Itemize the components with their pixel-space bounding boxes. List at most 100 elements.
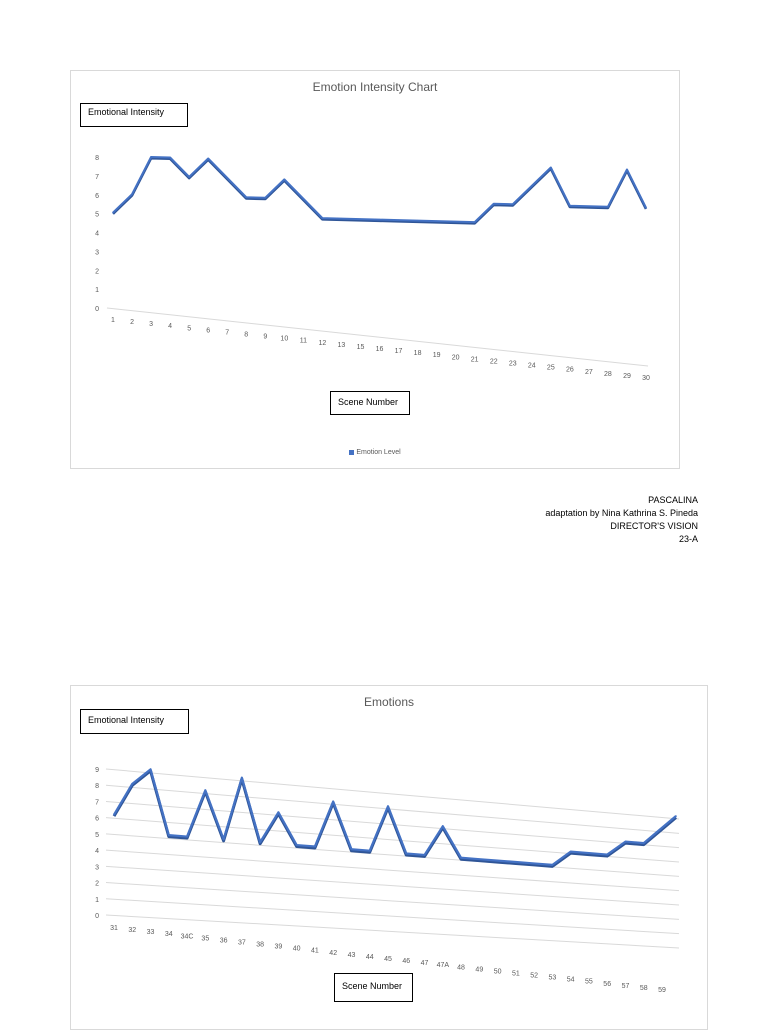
data-point (186, 835, 188, 838)
data-point (405, 852, 408, 855)
data-point (533, 862, 535, 865)
y-tick-label: 2 (95, 268, 99, 275)
x-tick-label: 12 (318, 340, 326, 347)
x-tick-label: 18 (414, 350, 422, 357)
y-tick-label: 0 (95, 913, 99, 920)
y-tick-label: 4 (95, 848, 99, 855)
x-tick-label: 10 (280, 336, 288, 343)
data-point (454, 220, 457, 223)
x-tick-label: 9 (263, 334, 267, 341)
data-point (530, 185, 533, 187)
chart-2-title: Emotions (363, 695, 415, 709)
x-tick-label: 20 (452, 354, 460, 361)
x-tick-label: 39 (275, 944, 283, 951)
x-tick-label: 26 (566, 367, 574, 374)
x-tick-label: 30 (642, 375, 650, 382)
x-tick-label: 25 (547, 365, 555, 372)
legend-label: Emotion Level (356, 449, 401, 456)
data-point (645, 206, 647, 209)
data-point (264, 196, 267, 199)
x-tick-label: 35 (201, 935, 209, 942)
data-point (131, 783, 134, 785)
data-point (511, 203, 514, 206)
data-point (350, 848, 353, 851)
gridline (105, 865, 680, 906)
data-point (207, 157, 209, 160)
y-tick-label: 7 (95, 799, 99, 806)
x-tick-label: 58 (640, 985, 648, 992)
data-point (112, 211, 114, 214)
data-point (149, 768, 152, 771)
chart-1-title: Emotion Intensity Chart (312, 80, 438, 94)
y-tick-label: 2 (95, 881, 99, 888)
x-tick-label: 21 (471, 356, 479, 363)
x-tick-label: 28 (604, 371, 612, 378)
y-tick-label: 4 (95, 231, 99, 238)
x-tick-label: 27 (585, 369, 593, 376)
y-tick-label: 6 (95, 816, 99, 823)
x-tick-label: 15 (357, 344, 365, 351)
credits-subtitle: DIRECTOR'S VISION (610, 521, 698, 531)
data-point (397, 219, 400, 221)
chart-1-x-axis-label: Scene Number (330, 391, 410, 415)
x-tick-label: 19 (433, 352, 441, 359)
series-line (113, 768, 677, 866)
legend-swatch (349, 449, 355, 455)
data-point (340, 217, 343, 220)
data-point (204, 789, 207, 792)
data-point (588, 852, 590, 854)
gridline (105, 898, 680, 935)
emotions-chart: 0 1 2 3 4 5 6 7 8 9 31 32 33 34 34C 35 36 37 38 39 40 41 42 43 4… (70, 685, 708, 1030)
y-tick-label: 3 (95, 864, 99, 871)
data-point (226, 177, 229, 179)
data-point (302, 197, 305, 200)
data-point (642, 842, 645, 844)
data-point (222, 838, 225, 841)
data-point (378, 218, 381, 221)
data-point (168, 834, 170, 836)
data-point (515, 861, 517, 863)
x-tick-label: 24 (528, 363, 536, 370)
data-point (245, 196, 248, 199)
data-point (241, 776, 243, 779)
y-tick-label: 3 (95, 249, 99, 256)
gridline (105, 849, 680, 892)
x-tick-label: 40 (293, 946, 301, 953)
data-point (435, 220, 438, 222)
x-tick-label: 23 (509, 361, 517, 368)
data-point (551, 864, 554, 866)
y-tick-label: 6 (95, 193, 99, 200)
x-tick-label: 34C (181, 933, 194, 940)
gridline (105, 882, 680, 920)
x-tick-label: 50 (494, 968, 502, 975)
credits-adaptation: adaptation by Nina Kathrina S. Pineda (545, 508, 698, 518)
series-line-shadow (112, 156, 648, 225)
gridline (105, 833, 680, 877)
data-point (569, 204, 571, 207)
data-point (332, 800, 335, 803)
emotion-intensity-chart: 0 1 2 3 4 5 6 7 8 1 2 3 4 5 6 7 8 9 10 11 12 13 15 16 17 18 19 20 21… (70, 70, 680, 469)
data-point (442, 825, 444, 827)
x-tick-label: 43 (348, 952, 356, 959)
y-tick-label: 9 (95, 767, 99, 774)
y-tick-label: 5 (95, 832, 99, 839)
y-tick-label: 8 (95, 783, 99, 790)
data-point (314, 845, 316, 848)
x-tick-label: 36 (220, 937, 228, 944)
x-tick-label: 5 (187, 325, 191, 332)
series-line (112, 156, 647, 224)
x-tick-label: 59 (658, 987, 666, 994)
x-tick-label: 22 (490, 358, 498, 365)
x-tick-label: 47A (437, 962, 450, 969)
y-tick-label: 8 (95, 155, 99, 162)
chart-2-x-axis-label: Scene Number (334, 973, 413, 1002)
credits-section: 23-A (678, 534, 698, 544)
credits-title: PASCALINA (648, 495, 698, 505)
x-tick-label: 33 (147, 929, 155, 936)
data-point (387, 805, 389, 808)
x-tick-label: 29 (623, 373, 631, 380)
data-point (131, 193, 133, 196)
x-tick-label: 44 (366, 954, 374, 961)
credits-block: PASCALINA adaptation by Nina Kathrina S.… (480, 494, 698, 546)
series-line-shadow (112, 769, 677, 868)
